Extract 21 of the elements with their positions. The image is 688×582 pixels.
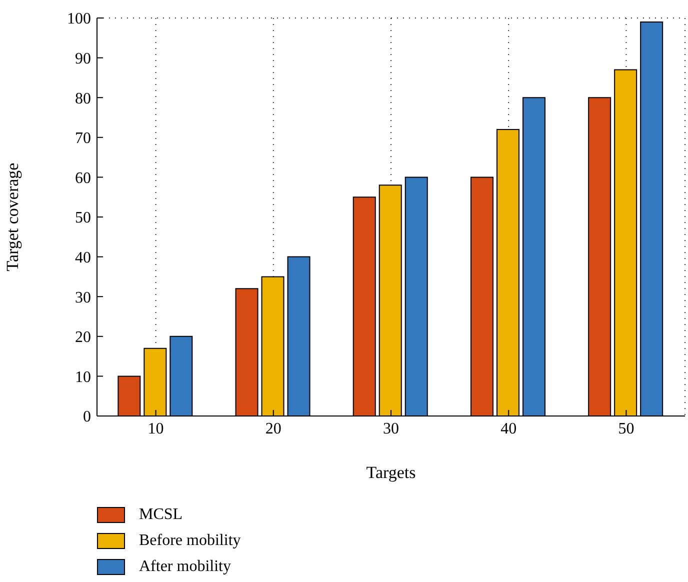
y-tick-label: 20: [75, 329, 91, 346]
y-tick-label: 40: [75, 249, 91, 266]
y-tick-label: 0: [83, 408, 91, 426]
y-tick-label: 50: [75, 210, 91, 227]
x-tick-label: 50: [618, 420, 634, 438]
x-tick-label: 30: [383, 420, 399, 438]
legend-label: After mobility: [139, 558, 231, 576]
y-tick-label: 80: [75, 90, 91, 108]
y-tick-label: 30: [75, 289, 91, 306]
y-tick-label: 100: [67, 10, 91, 28]
x-axis-title: Targets: [366, 463, 416, 482]
y-tick-label: 70: [75, 130, 91, 148]
y-axis-title: Target coverage: [3, 162, 22, 272]
x-tick-label: 10: [148, 420, 164, 438]
x-tick-label: 20: [265, 420, 282, 438]
y-tick-label: 90: [75, 50, 91, 68]
legend-label: MCSL: [139, 506, 183, 524]
legend-label: Before mobility: [139, 532, 241, 550]
y-tick-label: 10: [75, 368, 91, 386]
x-tick-label: 40: [500, 420, 517, 438]
y-tick-label: 60: [75, 170, 91, 187]
